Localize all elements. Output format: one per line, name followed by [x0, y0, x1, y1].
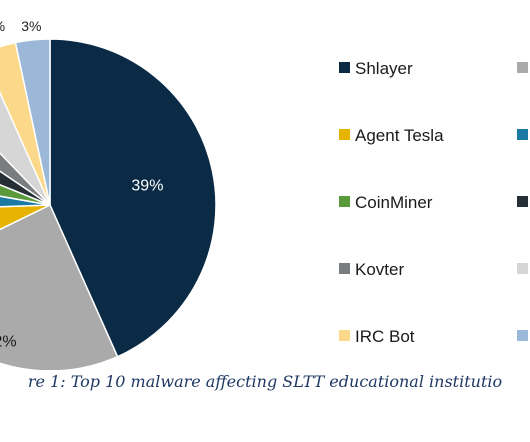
legend-entry: [517, 330, 528, 341]
legend-swatch: [517, 263, 528, 274]
legend-swatch: [339, 129, 350, 140]
pie-slice: [0, 204, 51, 231]
legend-label: Agent Tesla: [355, 126, 444, 145]
legend-swatch: [517, 62, 528, 73]
pie-slice: [49, 38, 217, 358]
legend-label: Shlayer: [355, 59, 413, 78]
legend-entry: Kovter: [339, 260, 404, 279]
legend-swatch: [517, 330, 528, 341]
legend-label: CoinMiner: [355, 193, 433, 212]
legend-swatch: [339, 263, 350, 274]
pie-slice: [0, 183, 51, 206]
slice-percent-label: 39%: [131, 177, 163, 194]
pie-slice-labels: 39% 22% 3% 3%: [0, 18, 163, 351]
pie-slice: [14, 38, 51, 206]
legend-entry: Agent Tesla: [339, 126, 444, 145]
slice-percent-label: 22%: [0, 334, 17, 351]
legend-swatch: [339, 62, 350, 73]
legend-entry: Shlayer: [339, 59, 413, 78]
pie-slices: [0, 38, 217, 370]
legend-entry: [517, 196, 528, 207]
slice-percent-label: 3%: [0, 18, 5, 34]
pie-slice: [0, 203, 119, 370]
legend-swatch: [339, 196, 350, 207]
slice-percent-label: 3%: [21, 18, 41, 34]
figure-caption: re 1: Top 10 malware affecting SLTT educ…: [27, 372, 503, 391]
pie-chart: 39% 22% 3% 3% Shlayer Agent Tesla CoinMiner Ko…: [0, 18, 528, 370]
legend-entry: IRC Bot: [339, 327, 415, 346]
legend-entry: [517, 263, 528, 274]
legend-label: Kovter: [355, 260, 404, 279]
legend-entry: CoinMiner: [339, 193, 433, 212]
legend-swatch: [517, 196, 528, 207]
legend-label: IRC Bot: [355, 327, 415, 346]
legend-swatch: [339, 330, 350, 341]
legend-entry: [517, 62, 528, 73]
chart-legend: Shlayer Agent Tesla CoinMiner Kovter IRC Bot: [339, 59, 528, 346]
legend-swatch: [517, 129, 528, 140]
legend-entry: [517, 129, 528, 140]
